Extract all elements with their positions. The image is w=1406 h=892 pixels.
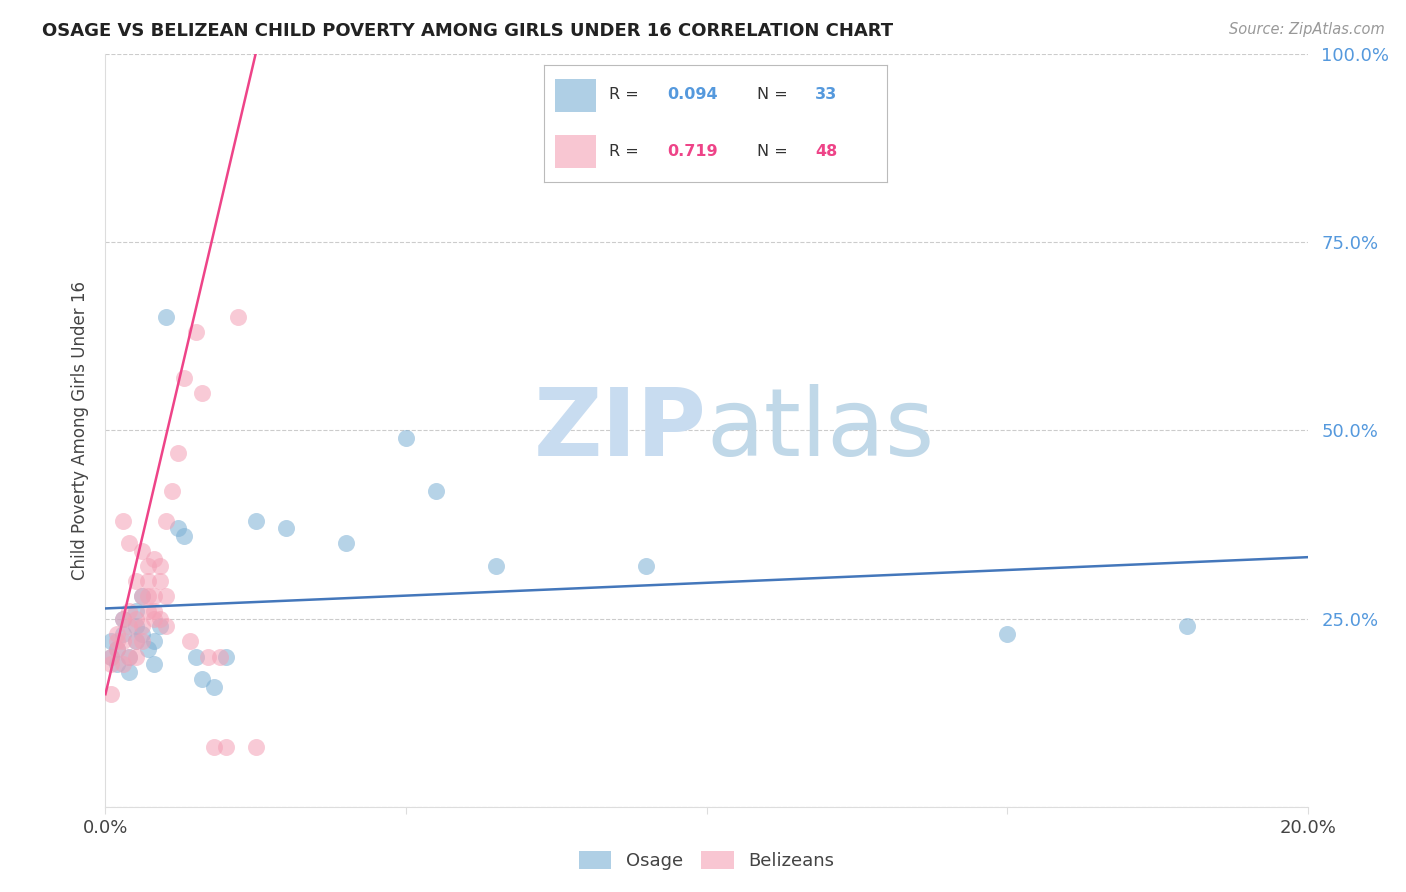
Point: [136, 559, 159, 574]
Point: [148, 574, 170, 589]
Point: [131, 589, 153, 603]
Point: [118, 619, 141, 633]
Point: [202, 680, 225, 694]
Point: [100, 687, 122, 701]
Point: [155, 619, 177, 633]
Point: [245, 739, 267, 754]
Point: [112, 612, 135, 626]
Point: [100, 634, 122, 648]
Text: ZIP: ZIP: [534, 384, 707, 476]
Point: [274, 521, 297, 535]
Point: [173, 529, 195, 543]
Point: [124, 634, 146, 648]
Point: [142, 634, 165, 648]
Point: [148, 619, 170, 633]
Point: [131, 627, 153, 641]
Point: [118, 649, 141, 664]
Point: [107, 657, 129, 671]
Point: [179, 634, 201, 648]
Point: [131, 634, 153, 648]
Point: [142, 604, 165, 618]
Point: [118, 604, 141, 618]
Point: [173, 370, 195, 384]
Point: [124, 612, 146, 626]
Point: [118, 649, 141, 664]
Point: [335, 536, 357, 550]
Point: [214, 649, 236, 664]
Point: [155, 589, 177, 603]
Point: [155, 310, 177, 325]
Point: [112, 612, 135, 626]
Point: [197, 649, 219, 664]
Point: [100, 657, 122, 671]
Point: [148, 559, 170, 574]
Point: [485, 559, 508, 574]
Point: [118, 665, 141, 679]
Point: [107, 627, 129, 641]
Text: Source: ZipAtlas.com: Source: ZipAtlas.com: [1229, 22, 1385, 37]
Legend: Osage, Belizeans: Osage, Belizeans: [572, 844, 841, 878]
Point: [124, 634, 146, 648]
Point: [148, 612, 170, 626]
Point: [142, 612, 165, 626]
Point: [131, 589, 153, 603]
Point: [124, 649, 146, 664]
Point: [131, 619, 153, 633]
Point: [425, 483, 447, 498]
Point: [160, 483, 183, 498]
Point: [155, 514, 177, 528]
Point: [395, 431, 418, 445]
Point: [136, 642, 159, 657]
Point: [136, 574, 159, 589]
Point: [142, 657, 165, 671]
Point: [166, 446, 188, 460]
Y-axis label: Child Poverty Among Girls Under 16: Child Poverty Among Girls Under 16: [72, 281, 90, 580]
Point: [214, 739, 236, 754]
Text: atlas: atlas: [707, 384, 935, 476]
Point: [107, 634, 129, 648]
Point: [1175, 619, 1198, 633]
Point: [202, 739, 225, 754]
Point: [112, 657, 135, 671]
Point: [112, 514, 135, 528]
Point: [100, 649, 122, 664]
Text: OSAGE VS BELIZEAN CHILD POVERTY AMONG GIRLS UNDER 16 CORRELATION CHART: OSAGE VS BELIZEAN CHILD POVERTY AMONG GI…: [42, 22, 893, 40]
Point: [208, 649, 231, 664]
Point: [190, 672, 212, 686]
Point: [166, 521, 188, 535]
Point: [142, 589, 165, 603]
Point: [136, 589, 159, 603]
Point: [184, 326, 207, 340]
Point: [636, 559, 658, 574]
Point: [184, 649, 207, 664]
Point: [136, 604, 159, 618]
Point: [100, 649, 122, 664]
Point: [118, 536, 141, 550]
Point: [107, 642, 129, 657]
Point: [112, 634, 135, 648]
Point: [245, 514, 267, 528]
Point: [226, 310, 249, 325]
Point: [124, 574, 146, 589]
Point: [124, 604, 146, 618]
Point: [995, 627, 1018, 641]
Point: [142, 551, 165, 566]
Point: [112, 627, 135, 641]
Point: [131, 544, 153, 558]
Point: [107, 642, 129, 657]
Point: [190, 385, 212, 400]
Point: [124, 619, 146, 633]
